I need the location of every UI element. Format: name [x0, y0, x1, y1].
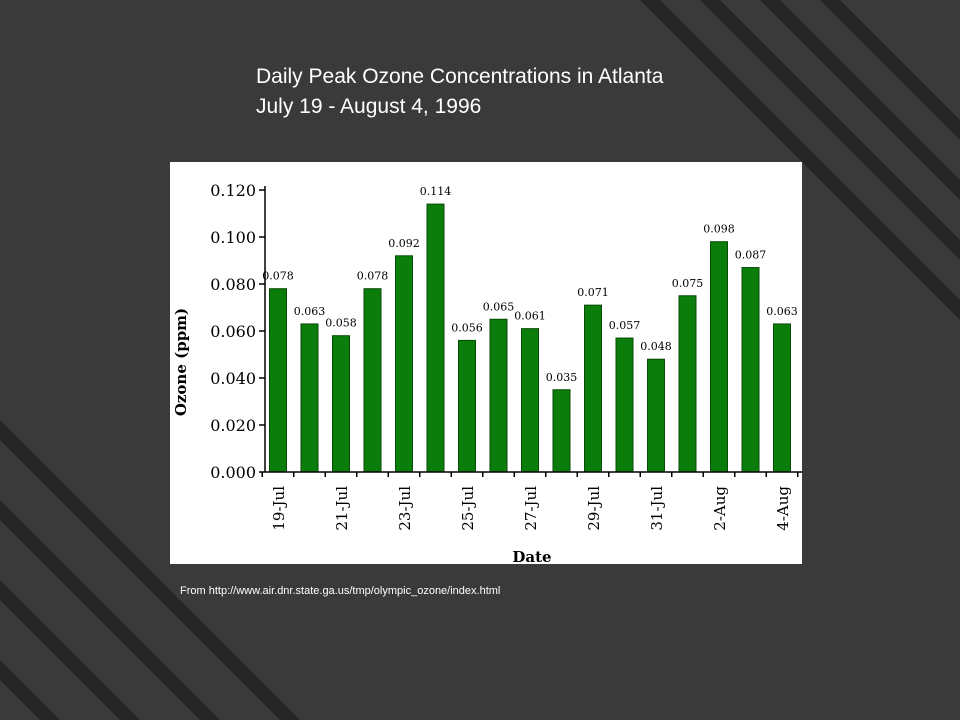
- data-label: 0.048: [640, 340, 672, 353]
- y-tick-label: 0.120: [210, 181, 256, 200]
- y-tick-label: 0.100: [210, 228, 256, 247]
- bar: [426, 203, 445, 473]
- x-axis-title: Date: [512, 548, 551, 564]
- slide-title-line2: July 19 - August 4, 1996: [256, 95, 482, 118]
- data-label: 0.087: [735, 249, 767, 262]
- data-label: 0.057: [609, 319, 641, 332]
- bar: [269, 288, 287, 473]
- data-label: 0.098: [703, 223, 735, 236]
- data-label: 0.056: [451, 321, 483, 334]
- x-tick-label: 21-Jul: [333, 486, 351, 531]
- bar: [521, 328, 539, 473]
- data-label: 0.114: [420, 185, 452, 198]
- slide-title-line1: Daily Peak Ozone Concentrations in Atlan…: [256, 65, 664, 88]
- axes-layer: 0.000 0.020 0.040 0.060 0.080 0.100 0.120 19-Ju…: [210, 181, 802, 531]
- x-tick-label: 31-Jul: [648, 486, 666, 531]
- bar: [741, 267, 760, 473]
- data-label: 0.075: [672, 277, 704, 290]
- data-label: 0.058: [325, 317, 357, 330]
- source-citation: From http://www.air.dnr.state.ga.us/tmp/…: [180, 585, 501, 597]
- decor-stripe: [0, 660, 60, 720]
- decor-stripe: [820, 0, 960, 140]
- x-tick-label: 19-Jul: [270, 486, 288, 531]
- bar: [678, 295, 697, 473]
- x-tick-label: 23-Jul: [396, 486, 414, 531]
- bar: [332, 335, 350, 473]
- bar: [773, 323, 791, 473]
- x-tick-label: 4-Aug: [774, 486, 792, 531]
- bars-layer: [269, 203, 791, 473]
- decor-stripe: [760, 0, 960, 200]
- x-tick-label: 2-Aug: [711, 486, 729, 531]
- x-tick-label: 29-Jul: [585, 486, 603, 531]
- decor-stripe: [640, 0, 960, 320]
- bar: [458, 339, 476, 473]
- y-tick-label: 0.060: [210, 322, 256, 341]
- decor-stripe: [0, 580, 140, 720]
- x-tick-label: 25-Jul: [459, 486, 477, 531]
- decor-stripe: [700, 0, 960, 260]
- data-label: 0.063: [766, 305, 798, 318]
- bar: [363, 288, 382, 473]
- data-label: 0.061: [514, 310, 546, 323]
- decor-stripe: [0, 420, 300, 720]
- x-tick-label: 27-Jul: [522, 486, 540, 531]
- bar: [552, 389, 571, 473]
- bar: [489, 318, 508, 473]
- bar: [710, 241, 728, 473]
- y-tick-label: 0.080: [210, 275, 256, 294]
- data-label: 0.063: [294, 305, 326, 318]
- y-tick-label: 0.040: [210, 369, 256, 388]
- data-label: 0.078: [262, 270, 294, 283]
- data-label: 0.078: [357, 270, 389, 283]
- bar: [584, 304, 602, 473]
- chart-panel: 0.078 0.063 0.058 0.078 0.092 0.114 0.056 0.065…: [170, 162, 802, 564]
- y-axis-title: Ozone (ppm): [172, 308, 190, 416]
- bar: [300, 323, 319, 473]
- decor-stripe: [0, 500, 220, 720]
- data-label: 0.035: [546, 371, 578, 384]
- bar: [395, 255, 413, 473]
- bar: [615, 337, 634, 473]
- data-label: 0.065: [483, 300, 515, 313]
- ozone-bar-chart: 0.0780.0630.0580.0780.0920.1140.0560.065…: [172, 181, 802, 564]
- data-label: 0.071: [577, 286, 609, 299]
- data-label: 0.092: [388, 237, 420, 250]
- slide-title: Daily Peak Ozone Concentrations in Atlan…: [256, 62, 663, 122]
- y-tick-label: 0.020: [210, 416, 256, 435]
- data-labels-layer: 0.0780.0630.0580.0780.0920.1140.0560.065…: [262, 185, 798, 384]
- bar: [647, 358, 665, 473]
- y-tick-label: 0.000: [210, 463, 256, 482]
